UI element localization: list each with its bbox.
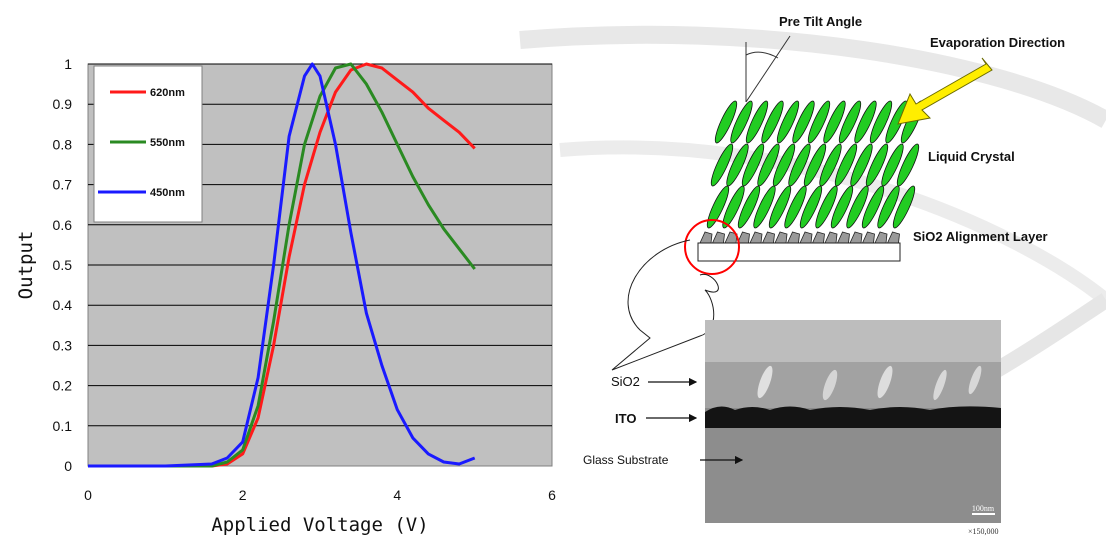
sio2-column <box>886 231 900 244</box>
legend-label-550nm: 550nm <box>150 137 185 149</box>
tem-top-region <box>705 320 1001 362</box>
x-tick-label: 2 <box>239 487 247 503</box>
sio2-column <box>786 231 800 244</box>
y-tick-label: 0.5 <box>53 257 73 273</box>
lc-molecule <box>854 100 877 144</box>
lc-molecule <box>861 185 885 229</box>
evaporation-arrow <box>897 57 993 125</box>
lc-molecule <box>784 185 807 229</box>
series-lines <box>88 62 476 468</box>
y-tick-label: 0.2 <box>53 378 73 394</box>
x-tick-label: 0 <box>84 487 92 503</box>
lc-molecule <box>753 185 776 229</box>
lc-molecule <box>745 100 769 144</box>
y-tick-label: 0.8 <box>53 136 73 152</box>
tem-micrograph: 100nm ×150,000 <box>705 320 1001 536</box>
output-vs-voltage-chart: 0 0.1 0.2 0.3 0.4 0.5 0.6 0.7 0.8 0.9 1 0 2 4 6 620nm … <box>15 56 556 536</box>
lc-molecule <box>846 185 869 229</box>
lc-molecule <box>776 100 800 144</box>
liquid-crystal-label: Liquid Crystal <box>928 149 1015 164</box>
lc-molecule <box>768 185 792 229</box>
tem-column-highlight <box>877 365 893 399</box>
lc-molecule <box>807 100 831 144</box>
legend: 620nm 550nm 450nm <box>93 65 203 223</box>
sio2-column <box>811 231 825 244</box>
lc-molecule <box>869 100 893 144</box>
y-tick-label: 0.3 <box>53 337 73 353</box>
tem-column-highlight <box>757 365 773 399</box>
lc-molecule <box>877 185 900 229</box>
tem-sio2-layer <box>705 362 1001 408</box>
lc-molecule <box>714 100 738 144</box>
tem-ito-layer <box>705 406 1001 428</box>
sio2-column <box>749 231 763 244</box>
sio2-column <box>799 231 813 244</box>
alignment-layer-label: SiO2 Alignment Layer <box>913 229 1048 244</box>
lc-molecule <box>730 100 753 144</box>
y-tick-label: 0.6 <box>53 217 73 233</box>
x-tick-label: 6 <box>548 487 556 503</box>
sio2-column <box>774 231 788 244</box>
lc-molecule <box>710 143 734 187</box>
magnification-label: ×150,000 <box>968 527 999 536</box>
highlight-circle <box>684 219 740 275</box>
sio2-label: SiO2 <box>611 374 640 389</box>
lc-molecule <box>885 100 908 144</box>
sio2-column <box>874 231 888 244</box>
scale-bar-label: 100nm <box>972 504 995 513</box>
legend-label-450nm: 450nm <box>150 187 185 199</box>
alignment-diagram: Pre Tilt Angle Evaporation Direction Liq… <box>583 14 1065 536</box>
lc-molecule <box>722 185 745 229</box>
tem-glass-layer <box>705 428 1001 523</box>
ito-label: ITO <box>615 411 636 426</box>
legend-box <box>93 65 203 223</box>
sio2-column <box>761 231 775 244</box>
tick-labels: 0 0.1 0.2 0.3 0.4 0.5 0.6 0.7 0.8 0.9 1 0 2 4 6 <box>53 56 557 503</box>
sio2-column <box>711 231 725 244</box>
y-tick-label: 0 <box>64 458 72 474</box>
sio2-column <box>699 231 713 244</box>
lc-molecule <box>706 185 730 229</box>
evaporation-label: Evaporation Direction <box>930 35 1065 50</box>
glass-substrate-label: Glass Substrate <box>583 453 669 467</box>
x-axis-title: Applied Voltage (V) <box>211 514 428 536</box>
sio2-alignment-columns <box>699 231 900 244</box>
lc-molecule <box>892 185 916 229</box>
series-line-450nm <box>88 62 476 468</box>
tem-column-highlight <box>822 369 838 401</box>
x-tick-label: 4 <box>393 487 401 503</box>
sio2-column <box>824 231 838 244</box>
lc-molecule <box>823 100 846 144</box>
y-tick-label: 0.7 <box>53 177 73 193</box>
tem-column-highlight <box>968 365 982 395</box>
lc-molecule <box>737 185 761 229</box>
pre-tilt-label: Pre Tilt Angle <box>779 14 862 29</box>
sio2-column <box>861 231 875 244</box>
pre-tilt-arc <box>745 51 779 59</box>
y-tick-label: 0.1 <box>53 418 73 434</box>
sio2-column <box>849 231 863 244</box>
liquid-crystal-molecules <box>706 100 924 229</box>
pre-tilt-tilted-line <box>745 35 791 103</box>
lc-molecule <box>792 100 815 144</box>
sio2-column <box>836 231 850 244</box>
series-line-550nm <box>88 62 476 468</box>
y-tick-label: 0.9 <box>53 96 73 112</box>
legend-label-620nm: 620nm <box>150 87 185 99</box>
lc-molecule <box>838 100 862 144</box>
lc-molecule <box>761 100 784 144</box>
substrate-plate <box>697 242 901 262</box>
y-axis-title: Output <box>15 231 37 300</box>
y-tick-label: 0.4 <box>53 297 73 313</box>
y-tick-label: 1 <box>64 56 72 72</box>
lc-molecule <box>799 185 823 229</box>
lc-molecule <box>830 185 854 229</box>
tem-column-highlight <box>933 369 947 401</box>
lc-molecule <box>815 185 838 229</box>
